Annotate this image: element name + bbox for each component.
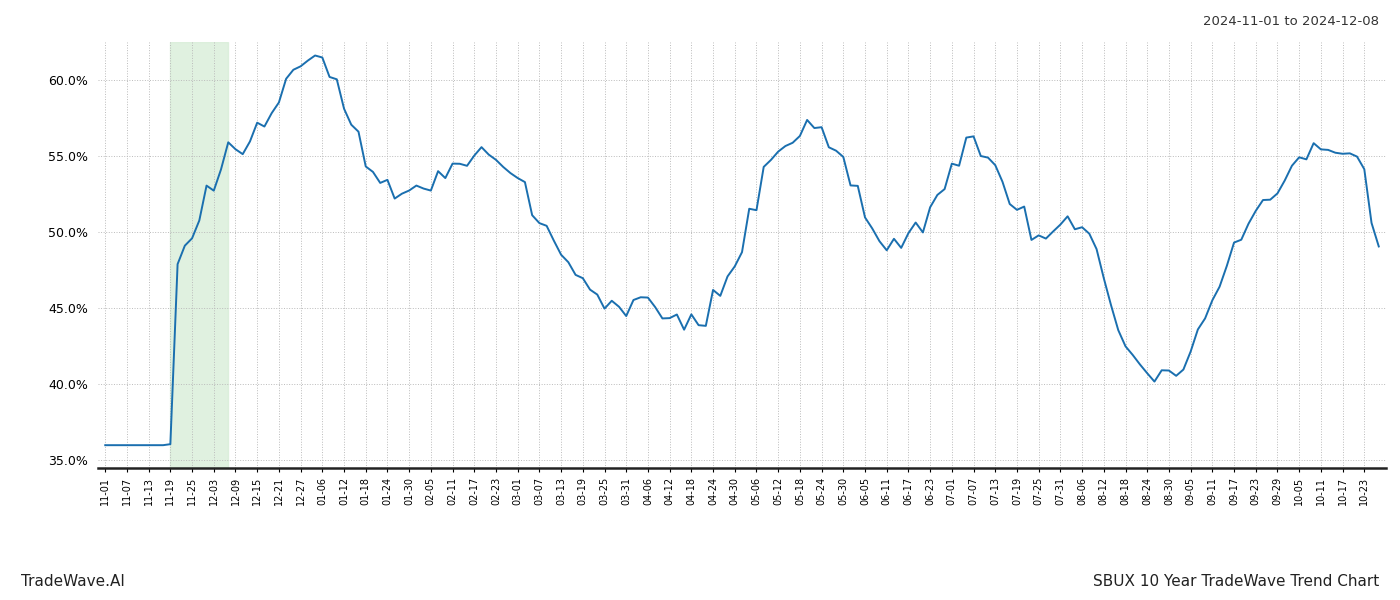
Bar bbox=[171, 42, 228, 468]
Text: 2024-11-01 to 2024-12-08: 2024-11-01 to 2024-12-08 bbox=[1203, 15, 1379, 28]
Text: SBUX 10 Year TradeWave Trend Chart: SBUX 10 Year TradeWave Trend Chart bbox=[1093, 574, 1379, 589]
Text: TradeWave.AI: TradeWave.AI bbox=[21, 574, 125, 589]
